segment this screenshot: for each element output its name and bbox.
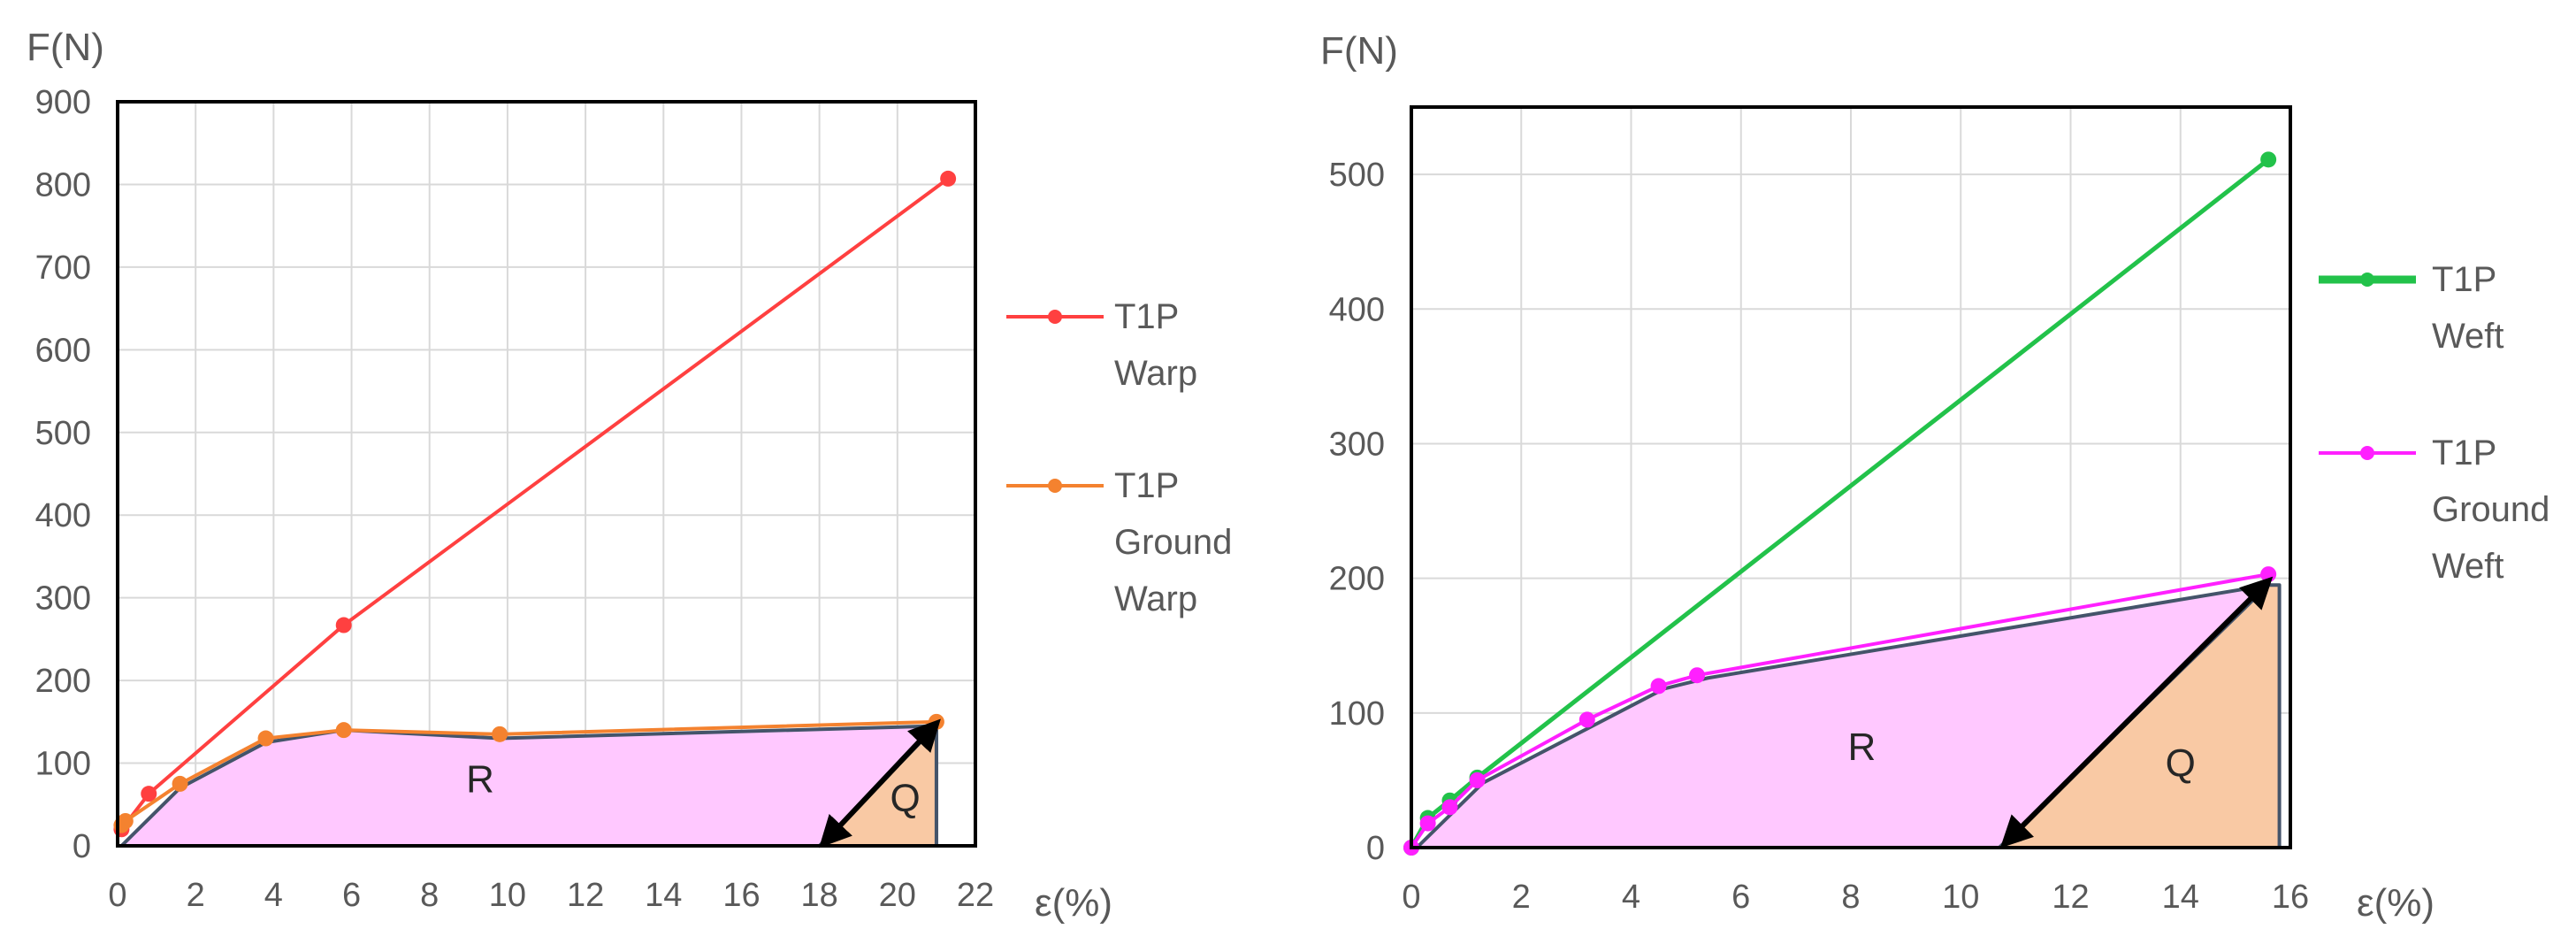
legend-label: Ground	[2432, 490, 2549, 529]
x-tick-label: 8	[420, 877, 439, 914]
data-point	[335, 722, 352, 739]
y-tick-label: 900	[35, 84, 91, 121]
x-tick-label: 6	[1731, 879, 1750, 916]
y-tick-label: 600	[35, 332, 91, 369]
data-point	[335, 617, 352, 633]
data-point	[257, 730, 274, 747]
region-label-r: R	[466, 757, 494, 801]
x-tick-label: 2	[187, 877, 205, 914]
x-tick-label: 2	[1512, 879, 1531, 916]
plot-frame	[1410, 105, 2292, 849]
region-label-q: Q	[891, 777, 921, 820]
data-point	[492, 726, 508, 742]
x-tick-label: 14	[2162, 879, 2199, 916]
data-point	[1689, 667, 1706, 684]
region-label-q: Q	[2166, 741, 2196, 785]
data-point	[940, 170, 957, 187]
legend-label: Weft	[2432, 547, 2504, 586]
x-tick-label: 18	[800, 877, 837, 914]
x-tick-label: 6	[342, 877, 361, 914]
y-tick-label: 500	[35, 415, 91, 452]
chart-1: R Q 0 2 4 6 8 10 12 14 16 18 20 22 0 100 200 300 400 500 600…	[27, 26, 1232, 925]
y-tick-label: 0	[1366, 830, 1385, 867]
legend-label: Warp	[1114, 354, 1197, 393]
q-arrow	[1999, 576, 2274, 848]
x-axis-title: ε(%)	[2357, 881, 2435, 925]
legend-swatch-marker	[1048, 479, 1062, 493]
data-point	[1578, 711, 1595, 728]
legend-label: T1P	[2432, 260, 2496, 299]
y-tick-label: 400	[1329, 291, 1385, 328]
x-tick-label: 12	[567, 877, 604, 914]
legend-swatch-marker	[2360, 446, 2374, 460]
x-tick-label: 22	[957, 877, 994, 914]
x-tick-label: 0	[108, 877, 126, 914]
legend-label: Weft	[2432, 317, 2504, 356]
x-tick-label: 10	[1942, 879, 1979, 916]
q-arrow	[819, 718, 941, 848]
data-point	[2260, 151, 2277, 168]
legend-label: T1P	[1114, 297, 1179, 336]
legend-entry-2: T1P Ground Warp	[1006, 466, 1232, 618]
data-point	[1469, 772, 1486, 788]
data-point	[1441, 799, 1458, 816]
data-point	[172, 775, 188, 792]
x-tick-label: 20	[879, 877, 916, 914]
y-axis-title: F(N)	[1320, 29, 1398, 73]
region-label-r: R	[1848, 726, 1877, 769]
x-tick-label: 16	[722, 877, 760, 914]
legend-entry-1: T1P Weft	[2319, 260, 2504, 356]
y-tick-label: 200	[1329, 561, 1385, 598]
y-tick-label: 800	[35, 166, 91, 203]
data-point	[2260, 566, 2277, 583]
legend-label: T1P	[2432, 434, 2496, 472]
y-tick-label: 100	[35, 746, 91, 783]
legend-swatch-marker	[2360, 273, 2374, 287]
y-tick-label: 400	[35, 497, 91, 534]
data-point	[1419, 815, 1436, 832]
data-point	[141, 786, 157, 802]
data-point	[117, 812, 134, 829]
x-tick-label: 0	[1402, 879, 1420, 916]
y-tick-label: 500	[1329, 157, 1385, 194]
series-line-1	[119, 177, 950, 831]
x-tick-label: 12	[2052, 879, 2089, 916]
plot-frame	[116, 100, 977, 848]
x-tick-label: 10	[489, 877, 526, 914]
y-tick-label: 300	[1329, 426, 1385, 463]
x-tick-label: 14	[645, 877, 682, 914]
y-tick-label: 0	[73, 828, 91, 865]
legend-label: Ground	[1114, 523, 1232, 562]
x-tick-label: 4	[1622, 879, 1640, 916]
x-tick-label: 4	[264, 877, 283, 914]
y-tick-label: 100	[1329, 695, 1385, 733]
legend-entry-2: T1P Ground Weft	[2319, 434, 2549, 586]
chart-2: R Q 0 2 4 6 8 10 12 14 16 0 100 200 300 400 500 F(N) ε(%) T…	[1320, 29, 2549, 925]
legend-label: Warp	[1114, 580, 1197, 618]
x-axis-title: ε(%)	[1035, 881, 1112, 925]
legend-entry-1: T1P Warp	[1006, 297, 1197, 393]
y-tick-label: 200	[35, 663, 91, 700]
y-tick-label: 700	[35, 250, 91, 287]
x-tick-label: 8	[1841, 879, 1860, 916]
y-axis-title: F(N)	[27, 26, 104, 69]
x-tick-label: 16	[2272, 879, 2309, 916]
y-tick-label: 300	[35, 580, 91, 618]
legend-label: T1P	[1114, 466, 1179, 505]
data-point	[1650, 678, 1667, 695]
region-r-area	[119, 724, 938, 848]
legend-swatch-marker	[1048, 310, 1062, 324]
